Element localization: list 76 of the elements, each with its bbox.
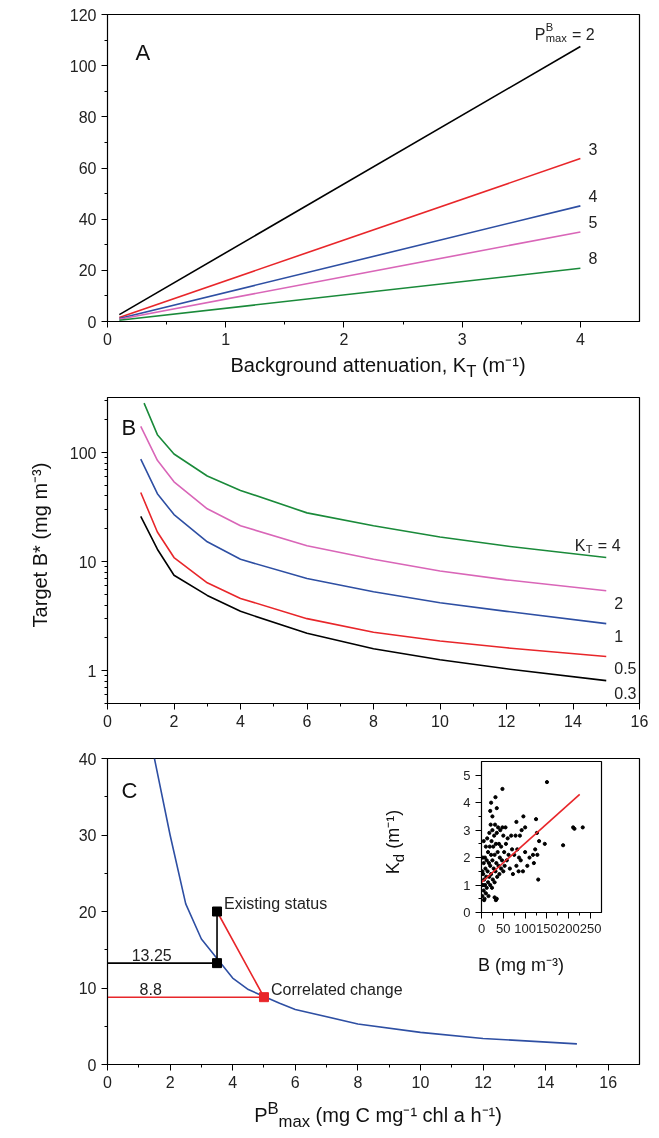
text: B xyxy=(121,415,137,440)
x-tick-label: 2 xyxy=(169,712,179,730)
x-tick-label: 8 xyxy=(353,1073,363,1091)
y-tick-label: 1 xyxy=(87,662,97,680)
x-tick-label: 0 xyxy=(103,1073,113,1091)
y-tick-label: 10 xyxy=(78,980,97,997)
y-tick-label: 0 xyxy=(87,1056,97,1074)
point xyxy=(258,992,269,1003)
annotation: 8.8 xyxy=(139,981,162,999)
y-tick-label: 10 xyxy=(78,553,97,571)
series-label: 3 xyxy=(588,140,598,158)
y-tick-label: 2 xyxy=(463,850,471,866)
y-tick-label: 30 xyxy=(78,827,97,844)
x-axis-title: B (mg m⁻³) xyxy=(478,954,564,977)
x-tick-label: 4 xyxy=(575,330,585,348)
series-label: 2 xyxy=(614,594,624,612)
x-tick-label: 14 xyxy=(564,712,582,730)
point xyxy=(212,958,223,969)
x-tick-label: 100 xyxy=(514,920,536,936)
annotation: Correlated change xyxy=(270,980,403,998)
line-series xyxy=(139,425,608,592)
line-series xyxy=(139,458,608,625)
x-tick-label: 6 xyxy=(302,712,312,730)
series-label: 1 xyxy=(614,627,624,645)
x-tick-label: 2 xyxy=(165,1073,175,1091)
x-tick-label: 4 xyxy=(236,712,246,730)
y-tick-label: 4 xyxy=(463,795,471,811)
series-label: 0.5 xyxy=(614,660,637,678)
x-tick-label: 0 xyxy=(477,920,486,936)
x-tick-label: 16 xyxy=(630,712,649,730)
y-tick-label: 3 xyxy=(463,822,471,838)
annotation: Existing status xyxy=(224,895,328,912)
y-tick-label: 40 xyxy=(78,750,97,768)
y-tick-label: 100 xyxy=(69,444,97,462)
y-tick-label: 80 xyxy=(78,108,97,126)
x-axis-title: Background attenuation, K$_{T}$ (m⁻¹) xyxy=(230,353,526,383)
x-tick-label: 150 xyxy=(536,920,558,936)
point xyxy=(212,906,223,917)
x-tick-label: 12 xyxy=(497,712,516,730)
series-label: 8 xyxy=(588,250,598,268)
text: C xyxy=(121,778,138,803)
x-tick-label: 250 xyxy=(579,920,602,936)
x-tick-label: 0 xyxy=(103,712,113,730)
x-tick-label: 200 xyxy=(557,920,580,936)
series-label: 4 xyxy=(588,187,598,205)
y-tick-label: 1 xyxy=(463,877,471,893)
x-tick-label: 50 xyxy=(496,920,511,936)
x-tick-label: 4 xyxy=(228,1073,238,1091)
y-tick-label: 20 xyxy=(78,262,97,280)
y-tick-label: 40 xyxy=(78,211,97,229)
x-tick-label: 10 xyxy=(411,1073,430,1091)
x-tick-label: 10 xyxy=(431,712,449,730)
x-tick-label: 12 xyxy=(474,1073,493,1091)
x-tick-label: 2 xyxy=(339,330,349,348)
y-tick-label: 100 xyxy=(69,57,97,75)
line-series xyxy=(139,491,608,658)
y-tick-label: 0 xyxy=(463,905,471,920)
text: A xyxy=(135,40,151,65)
annotation: 13.25 xyxy=(131,947,172,965)
x-tick-label: 16 xyxy=(599,1073,618,1091)
y-tick-label: 5 xyxy=(463,767,471,783)
series-label: 0.3 xyxy=(614,684,637,702)
line-series xyxy=(139,515,608,682)
y-tick-label: 0 xyxy=(87,313,97,331)
y-axis-title: Target B* (mg m⁻³) xyxy=(28,462,52,628)
x-tick-label: 1 xyxy=(221,330,231,348)
line-series xyxy=(143,402,608,559)
x-tick-label: 6 xyxy=(290,1073,300,1091)
x-tick-label: 14 xyxy=(536,1073,555,1091)
x-tick-label: 8 xyxy=(369,712,379,730)
x-axis-title: P$^{B}$$_{max}$ (mg C mg⁻¹ chl a h⁻¹) xyxy=(254,1098,502,1133)
x-tick-label: 0 xyxy=(103,330,113,348)
y-tick-label: 120 xyxy=(69,6,97,24)
y-tick-label: 20 xyxy=(78,903,97,921)
series-label: 5 xyxy=(588,213,598,231)
y-tick-label: 60 xyxy=(78,160,97,177)
